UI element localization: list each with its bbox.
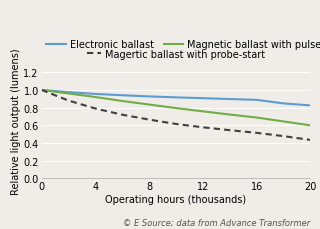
- Magertic ballast with probe-start: [93, 108, 97, 110]
- Electronic ballast: [40, 89, 44, 92]
- Electronic ballast: [147, 95, 151, 98]
- Text: © E Source; data from Advance Transformer: © E Source; data from Advance Transforme…: [123, 218, 310, 227]
- Magnetic ballast with pulse-start: [120, 100, 124, 103]
- X-axis label: Operating hours (thousands): Operating hours (thousands): [105, 194, 247, 204]
- Line: Magnetic ballast with pulse-start: Magnetic ballast with pulse-start: [42, 90, 310, 126]
- Magnetic ballast with pulse-start: [255, 117, 259, 119]
- Electronic ballast: [67, 91, 70, 94]
- Electronic ballast: [174, 97, 178, 99]
- Legend: Magertic ballast with probe-start: Magertic ballast with probe-start: [87, 49, 265, 59]
- Y-axis label: Relative light output (lumens): Relative light output (lumens): [11, 48, 21, 194]
- Magertic ballast with probe-start: [174, 123, 178, 126]
- Line: Magertic ballast with probe-start: Magertic ballast with probe-start: [42, 90, 310, 140]
- Electronic ballast: [282, 103, 285, 105]
- Magnetic ballast with pulse-start: [308, 124, 312, 127]
- Electronic ballast: [120, 94, 124, 97]
- Magertic ballast with probe-start: [228, 129, 232, 132]
- Magertic ballast with probe-start: [147, 119, 151, 121]
- Magertic ballast with probe-start: [308, 139, 312, 142]
- Magertic ballast with probe-start: [255, 132, 259, 135]
- Magnetic ballast with pulse-start: [282, 120, 285, 123]
- Electronic ballast: [93, 93, 97, 96]
- Magertic ballast with probe-start: [40, 89, 44, 92]
- Magertic ballast with probe-start: [201, 126, 205, 129]
- Line: Electronic ballast: Electronic ballast: [42, 90, 310, 106]
- Magnetic ballast with pulse-start: [174, 107, 178, 110]
- Magnetic ballast with pulse-start: [228, 114, 232, 116]
- Magertic ballast with probe-start: [120, 114, 124, 117]
- Magnetic ballast with pulse-start: [40, 89, 44, 92]
- Magnetic ballast with pulse-start: [67, 93, 70, 95]
- Magnetic ballast with pulse-start: [147, 104, 151, 106]
- Magertic ballast with probe-start: [282, 135, 285, 138]
- Magertic ballast with probe-start: [67, 100, 70, 103]
- Electronic ballast: [201, 97, 205, 100]
- Magnetic ballast with pulse-start: [201, 110, 205, 113]
- Electronic ballast: [228, 98, 232, 101]
- Magnetic ballast with pulse-start: [93, 96, 97, 99]
- Electronic ballast: [255, 99, 259, 102]
- Electronic ballast: [308, 105, 312, 107]
